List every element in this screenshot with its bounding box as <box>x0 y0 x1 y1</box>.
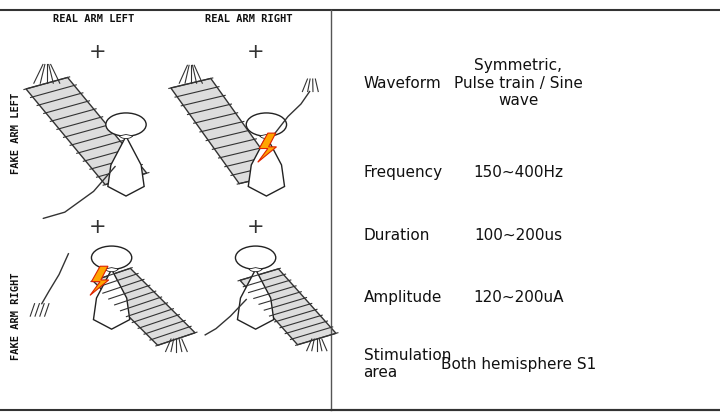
Circle shape <box>91 246 132 270</box>
Polygon shape <box>258 133 276 162</box>
Text: Stimulation
area: Stimulation area <box>364 348 451 380</box>
Text: 120~200uA: 120~200uA <box>473 290 564 305</box>
Text: +: + <box>89 217 106 237</box>
Polygon shape <box>248 136 284 196</box>
Wedge shape <box>120 134 132 139</box>
Polygon shape <box>171 79 279 183</box>
Text: FAKE ARM RIGHT: FAKE ARM RIGHT <box>11 272 21 360</box>
Polygon shape <box>238 270 274 329</box>
Text: 150~400Hz: 150~400Hz <box>474 165 563 180</box>
Polygon shape <box>94 270 130 329</box>
Text: Both hemisphere S1: Both hemisphere S1 <box>441 357 596 371</box>
Text: REAL ARM RIGHT: REAL ARM RIGHT <box>204 14 292 24</box>
Text: 100~200us: 100~200us <box>474 228 562 243</box>
Circle shape <box>246 113 287 136</box>
Circle shape <box>235 246 276 270</box>
Text: REAL ARM LEFT: REAL ARM LEFT <box>53 14 134 24</box>
Circle shape <box>106 113 146 136</box>
Wedge shape <box>249 267 262 272</box>
Text: FAKE ARM LEFT: FAKE ARM LEFT <box>11 92 21 174</box>
Polygon shape <box>90 266 109 295</box>
Polygon shape <box>108 136 144 196</box>
Text: Symmetric,
Pulse train / Sine
wave: Symmetric, Pulse train / Sine wave <box>454 58 582 108</box>
Wedge shape <box>260 134 273 139</box>
Text: +: + <box>247 42 264 62</box>
Polygon shape <box>93 268 195 345</box>
Text: Duration: Duration <box>364 228 430 243</box>
Wedge shape <box>105 267 118 272</box>
Polygon shape <box>26 77 147 185</box>
Polygon shape <box>240 269 336 345</box>
Text: Waveform: Waveform <box>364 76 441 91</box>
Text: +: + <box>89 42 106 62</box>
Text: Amplitude: Amplitude <box>364 290 442 305</box>
Text: +: + <box>247 217 264 237</box>
Text: Frequency: Frequency <box>364 165 443 180</box>
